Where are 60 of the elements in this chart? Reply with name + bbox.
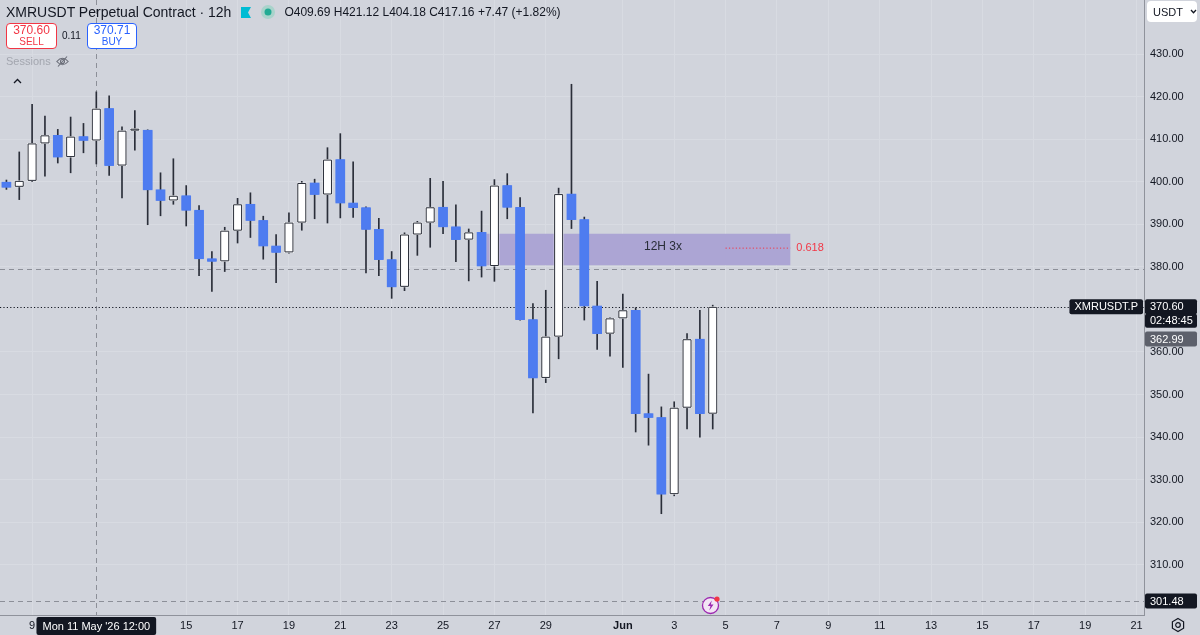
- ref-line-label: Mon 11 May '26 12:00: [42, 619, 151, 632]
- x-tick-label: 11: [873, 618, 886, 631]
- x-tick-label: 13: [924, 618, 938, 631]
- candlestick: [451, 204, 461, 263]
- ref-line-label: 301.48: [1150, 594, 1184, 607]
- x-tick-label: 3: [671, 618, 678, 631]
- candlestick: [271, 234, 281, 283]
- text: 02:48:45: [1150, 314, 1193, 327]
- annotation: 370.71: [93, 23, 131, 37]
- x-tick-label: 19: [282, 618, 296, 631]
- x-tick-label: 23: [385, 618, 398, 631]
- x-tick-label: 7: [773, 618, 780, 631]
- text: 362.99: [1150, 332, 1184, 345]
- currency-dropdown: USDT: [1147, 1, 1197, 22]
- y-tick-label: 330.00: [1150, 472, 1184, 485]
- x-tick-label: 5: [722, 618, 729, 631]
- chart-title: XMRUSDT Perpetual Contract · 12h: [6, 4, 232, 20]
- candlestick: [207, 251, 217, 292]
- candlestick: [425, 178, 436, 248]
- y-tick-label: 430.00: [1150, 47, 1184, 60]
- y-tick-label: 390.00: [1150, 217, 1184, 230]
- y-tick-label: 380.00: [1150, 259, 1184, 272]
- x-tick-label: 21: [334, 618, 347, 631]
- annotation: XMRUSDT.P: [1074, 300, 1138, 313]
- candlestick: [618, 293, 628, 368]
- y-tick-label: 340.00: [1150, 430, 1184, 443]
- candlestick: [463, 228, 474, 282]
- annotation: 12H 3x: [643, 239, 683, 254]
- x-tick-label: 27: [488, 618, 501, 631]
- x-tick-label: Jun: [613, 618, 633, 631]
- candlestick: [14, 151, 25, 200]
- x-tick-label: 9: [825, 618, 832, 631]
- sell-button: 370.60 SELL: [6, 23, 57, 49]
- x-tick-label: 19: [1079, 618, 1092, 631]
- x-tick-label: 15: [976, 618, 989, 631]
- candlestick: [130, 110, 140, 151]
- annotation: 0.11: [62, 30, 81, 42]
- annotation: BUY: [101, 36, 123, 48]
- candlestick: [40, 115, 50, 177]
- y-tick-label: 360.00: [1150, 345, 1184, 358]
- x-tick-label: 25: [436, 618, 450, 631]
- ref-line-label: 370.60: [1150, 300, 1184, 313]
- buy-button: 370.71 BUY: [87, 23, 137, 49]
- y-tick-label: 400.00: [1150, 174, 1184, 187]
- x-tick-label: 17: [1027, 618, 1040, 631]
- x-tick-label: 21: [1130, 618, 1143, 631]
- y-tick-label: 420.00: [1150, 89, 1184, 102]
- y-tick-label: 320.00: [1150, 515, 1184, 528]
- y-tick-label: 410.00: [1150, 132, 1184, 145]
- x-tick-label: 17: [231, 618, 244, 631]
- y-tick-label: 350.00: [1150, 387, 1184, 400]
- annotation: 370.60: [13, 23, 50, 37]
- y-tick-label: 310.00: [1150, 557, 1184, 570]
- series-label: 0.618: [796, 241, 824, 254]
- chart-subtitle: O409.69 H421.12 L404.18 C417.16 +7.47 (+1.82%): [284, 5, 561, 19]
- candlestick: [348, 161, 358, 218]
- annotation: SELL: [19, 36, 44, 48]
- x-tick-label: 15: [180, 618, 193, 631]
- x-tick-label: 29: [539, 618, 552, 631]
- x-tick-label: 9: [29, 618, 36, 631]
